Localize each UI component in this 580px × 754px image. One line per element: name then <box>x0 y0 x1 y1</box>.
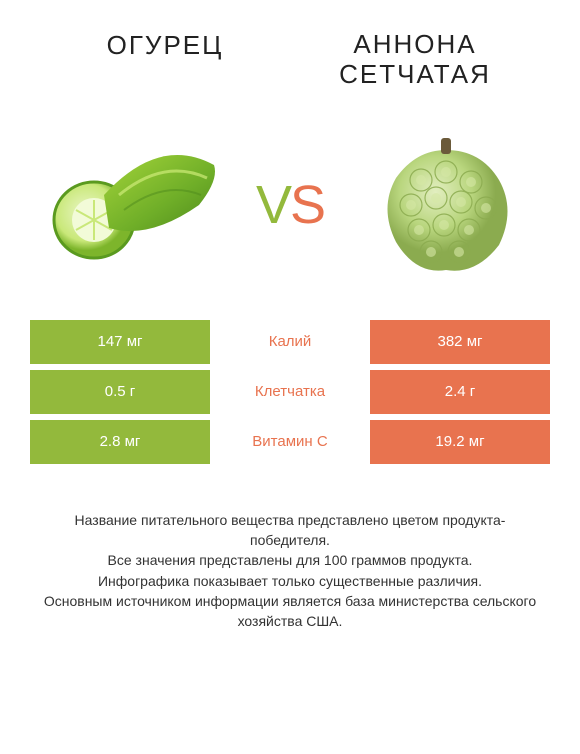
footer-line: Основным источником информации является … <box>40 591 540 632</box>
left-value: 147 мг <box>30 320 210 364</box>
cucumber-icon <box>49 140 219 270</box>
header: ОГУРЕЦ АННОНА СЕТЧАТАЯ <box>0 0 580 100</box>
left-value: 2.8 мг <box>30 420 210 464</box>
nutrient-label: Витамин C <box>210 420 370 464</box>
footer-line: Все значения представлены для 100 граммо… <box>40 550 540 570</box>
table-row: 147 мг Калий 382 мг <box>30 320 550 364</box>
vs-label: VS <box>256 174 324 236</box>
comparison-table: 147 мг Калий 382 мг 0.5 г Клетчатка 2.4 … <box>30 320 550 470</box>
table-row: 2.8 мг Витамин C 19.2 мг <box>30 420 550 464</box>
left-image <box>49 120 219 290</box>
footer-notes: Название питательного вещества представл… <box>40 510 540 632</box>
annona-icon <box>371 130 521 280</box>
right-image <box>361 120 531 290</box>
vs-v: V <box>256 175 290 235</box>
footer-line: Название питательного вещества представл… <box>40 510 540 551</box>
title-right: АННОНА СЕТЧАТАЯ <box>290 30 540 90</box>
nutrient-label: Клетчатка <box>210 370 370 414</box>
table-row: 0.5 г Клетчатка 2.4 г <box>30 370 550 414</box>
images-row: VS <box>0 100 580 320</box>
nutrient-label: Калий <box>210 320 370 364</box>
vs-s: S <box>290 175 324 235</box>
title-left: ОГУРЕЦ <box>40 30 290 90</box>
right-value: 2.4 г <box>370 370 550 414</box>
footer-line: Инфографика показывает только существенн… <box>40 571 540 591</box>
right-value: 19.2 мг <box>370 420 550 464</box>
right-value: 382 мг <box>370 320 550 364</box>
left-value: 0.5 г <box>30 370 210 414</box>
